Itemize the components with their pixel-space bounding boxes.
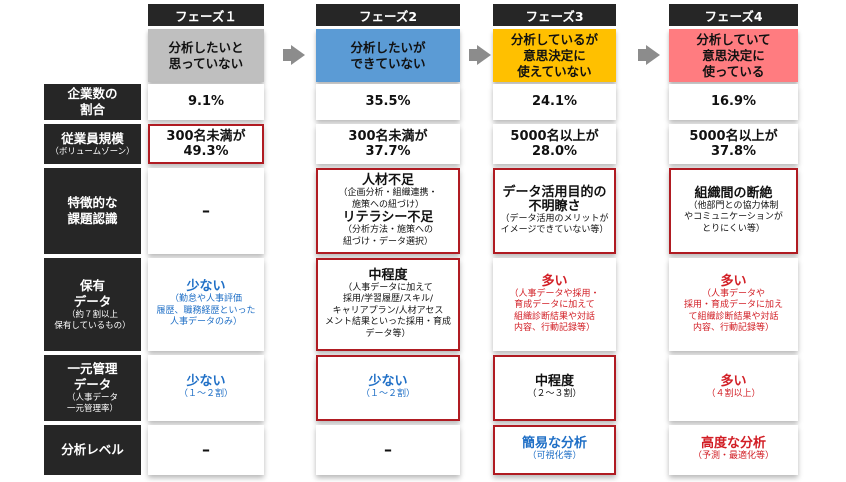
employee-size-phase-1: 300名未満が 49.3% (148, 124, 264, 164)
phase-1-title: 分析したいと 思っていない (148, 29, 264, 82)
owned-data-phase-1: 少ない （勤怠や人事評価 履歴、職務経歴といった 人事データのみ） (148, 258, 264, 351)
issue-phase-3: データ活用目的の 不明瞭さ （データ活用のメリットが イメージできていない等） (493, 168, 616, 254)
employee-size-phase-2: 300名未満が 37.7% (316, 124, 460, 164)
phase-2-title: 分析したいが できていない (316, 29, 460, 82)
share-phase-4: 16.9% (669, 84, 798, 120)
phase-3-title: 分析しているが 意思決定に 使えていない (493, 29, 616, 82)
owned-data-phase-2: 中程度 （人事データに加えて 採用/学習履歴/スキル/ キャリアプラン/人材アセ… (316, 258, 460, 351)
owned-data-phase-4: 多い （人事データや 採用・育成データに加え て組織診断結果や対話 内容、行動記… (669, 258, 798, 351)
owned-data-phase-3: 多い （人事データや採用・ 育成データに加えて 組織診断結果や対話 内容、行動記… (493, 258, 616, 351)
row-label-employee-size: 従業員規模 （ボリュームゾーン） (44, 124, 141, 164)
analysis-level-phase-4: 高度な分析 （予測・最適化等） (669, 425, 798, 475)
phase-3-header: フェーズ3 (493, 4, 616, 26)
issue-phase-1: – (148, 168, 264, 254)
phase-4-header: フェーズ4 (669, 4, 798, 26)
issue-phase-2: 人材不足 （企画分析・組織連携・ 施策への紐づけ） リテラシー不足 （分析方法・… (316, 168, 460, 254)
arrow-icon (638, 45, 660, 65)
phase-2-header: フェーズ2 (316, 4, 460, 26)
row-label-company-share: 企業数の 割合 (44, 84, 141, 120)
unified-phase-4: 多い （４割以上） (669, 355, 798, 421)
analysis-level-phase-2: – (316, 425, 460, 475)
row-label-owned-data: 保有 データ （約７割以上 保有しているもの） (44, 258, 141, 351)
unified-phase-1: 少ない （１～２割） (148, 355, 264, 421)
employee-size-phase-3: 5000名以上が 28.0% (493, 124, 616, 164)
share-phase-3: 24.1% (493, 84, 616, 120)
phase-4-title: 分析していて 意思決定に 使っている (669, 29, 798, 82)
arrow-icon (469, 45, 491, 65)
arrow-icon (283, 45, 305, 65)
row-label-issue: 特徴的な 課題認識 (44, 168, 141, 254)
unified-phase-2: 少ない （１～２割） (316, 355, 460, 421)
phase-1-header: フェーズ１ (148, 4, 264, 26)
employee-size-phase-4: 5000名以上が 37.8% (669, 124, 798, 164)
issue-phase-4: 組織間の断絶 （他部門との協力体制 やコミュニケーションが とりにくい等） (669, 168, 798, 254)
share-phase-1: 9.1% (148, 84, 264, 120)
analysis-level-phase-3: 簡易な分析 （可視化等） (493, 425, 616, 475)
unified-phase-3: 中程度 （２～３割） (493, 355, 616, 421)
row-label-analysis-level: 分析レベル (44, 425, 141, 475)
share-phase-2: 35.5% (316, 84, 460, 120)
row-label-unified: 一元管理 データ （人事データ 一元管理率） (44, 355, 141, 421)
analysis-level-phase-1: – (148, 425, 264, 475)
